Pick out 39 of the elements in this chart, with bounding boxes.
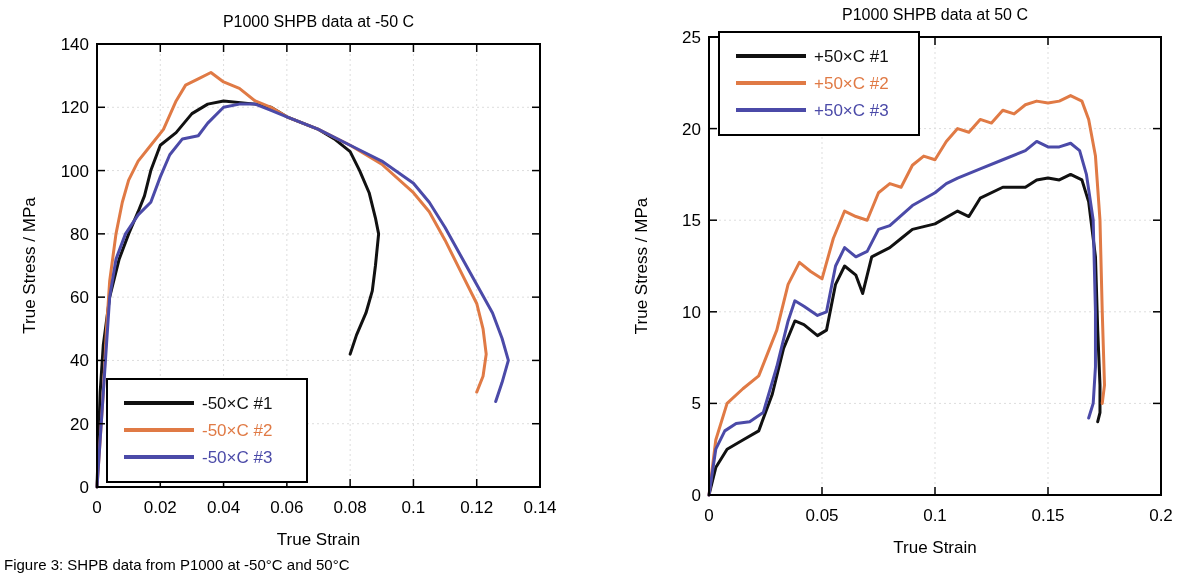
x-tick-label: 0.04 [207,498,241,517]
x-tick-label: 0.2 [1149,506,1173,525]
x-tick-label: 0 [704,506,714,525]
legend-label: -50×C #3 [202,447,273,467]
legend-label: +50×C #1 [814,46,889,66]
x-tick-label: 0.02 [143,498,177,517]
legend-label: +50×C #2 [814,73,889,93]
y-axis-title: True Stress / MPa [632,197,651,335]
y-tick-label: 40 [70,351,89,371]
y-tick-label: 20 [682,119,701,139]
chart-title: P1000 SHPB data at -50 C [222,13,415,30]
y-tick-label: 140 [60,34,89,54]
y-tick-label: 80 [70,224,89,244]
legend-label: -50×C #2 [202,420,273,440]
x-tick-label: 0.05 [805,506,839,525]
x-tick-label: 0.15 [1031,506,1065,525]
legend-label: -50×C #1 [202,393,273,413]
caption: Figure 3: SHPB data from P1000 at -50°C and 50°C [4,556,350,573]
y-tick-label: 25 [682,27,701,47]
y-tick-label: 60 [70,288,89,308]
y-tick-label: 5 [691,394,701,414]
x-tick-label: 0.12 [460,498,494,517]
y-tick-label: 120 [60,98,89,118]
chart-title: P1000 SHPB data at 50 C [842,6,1028,23]
y-tick-label: 20 [70,414,89,434]
x-axis-title: True Strain [893,538,977,557]
y-tick-label: 100 [60,161,89,181]
x-tick-label: 0.06 [270,498,304,517]
x-tick-label: 0.14 [523,498,557,517]
x-tick-label: 0 [92,498,102,517]
x-tick-label: 0.08 [333,498,367,517]
y-tick-label: 10 [682,302,701,322]
y-tick-label: 15 [682,211,701,231]
legend-label: +50×C #3 [814,100,889,120]
y-tick-label: 0 [79,477,89,497]
x-tick-label: 0.1 [401,498,426,517]
x-tick-label: 0.1 [923,506,947,525]
x-axis-title: True Strain [276,530,361,549]
y-axis-title: True Stress / MPa [20,196,39,334]
